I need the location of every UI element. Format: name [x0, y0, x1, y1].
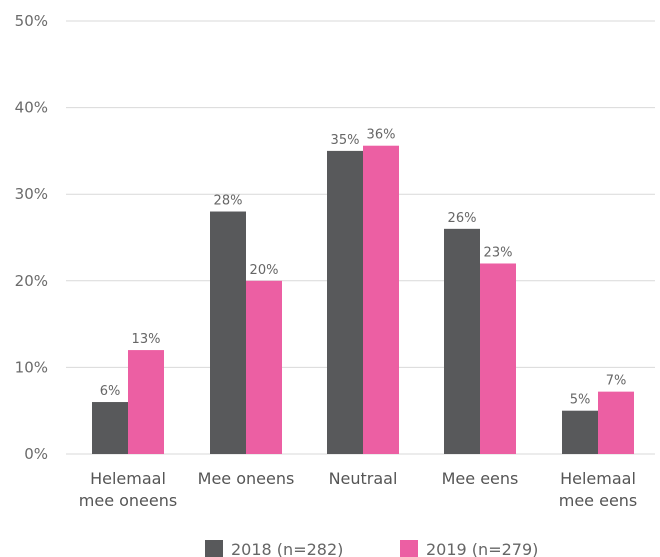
- x-axis-categories: Helemaal mee oneens Mee oneens Neutraal Mee …: [79, 469, 637, 510]
- data-label: 5%: [570, 393, 591, 408]
- legend-label-2018: 2018 (n=282): [231, 540, 343, 557]
- y-tick-label: 30%: [15, 185, 48, 203]
- bar-2019-2: [363, 145, 399, 455]
- x-category-label: Mee oneens: [198, 469, 295, 488]
- x-category-label: Helemaal: [560, 469, 636, 488]
- bar-2018-1: [210, 211, 246, 454]
- bar-2019-0: [128, 350, 164, 454]
- data-label: 28%: [214, 194, 243, 209]
- legend: 2018 (n=282) 2019 (n=279): [205, 540, 538, 557]
- data-label: 26%: [448, 211, 477, 226]
- legend-swatch-2019: [400, 540, 418, 557]
- legend-label-2019: 2019 (n=279): [426, 540, 538, 557]
- data-label: 7%: [606, 374, 627, 389]
- x-category-label: Helemaal: [90, 469, 166, 488]
- x-category-label: mee oneens: [79, 491, 177, 510]
- data-label: 35%: [331, 133, 360, 148]
- y-tick-label: 50%: [15, 12, 48, 30]
- bar-2019-1: [246, 280, 282, 454]
- data-labels: 6% 13% 28% 20% 35% 36% 26% 23% 5% 7%: [100, 128, 627, 408]
- y-tick-label: 40%: [15, 99, 48, 117]
- data-label: 23%: [484, 245, 513, 260]
- y-tick-label: 0%: [24, 445, 48, 463]
- data-label: 20%: [250, 263, 279, 278]
- x-category-label: Mee eens: [442, 469, 519, 488]
- bar-2018-3: [444, 228, 480, 454]
- data-label: 13%: [132, 332, 161, 347]
- bar-2018-0: [92, 402, 128, 454]
- y-tick-label: 10%: [15, 358, 48, 376]
- legend-swatch-2018: [205, 540, 223, 557]
- x-category-label: mee eens: [559, 491, 638, 510]
- data-label: 6%: [100, 384, 121, 399]
- bar-2018-2: [327, 150, 363, 454]
- x-category-label: Neutraal: [329, 469, 398, 488]
- bar-2019-4: [598, 391, 634, 454]
- bars: [92, 145, 634, 455]
- bar-2018-4: [562, 410, 598, 454]
- bar-2019-3: [480, 263, 516, 454]
- y-axis-ticks: 0% 10% 20% 30% 40% 50%: [15, 12, 48, 463]
- y-tick-label: 20%: [15, 272, 48, 290]
- data-label: 36%: [367, 128, 396, 143]
